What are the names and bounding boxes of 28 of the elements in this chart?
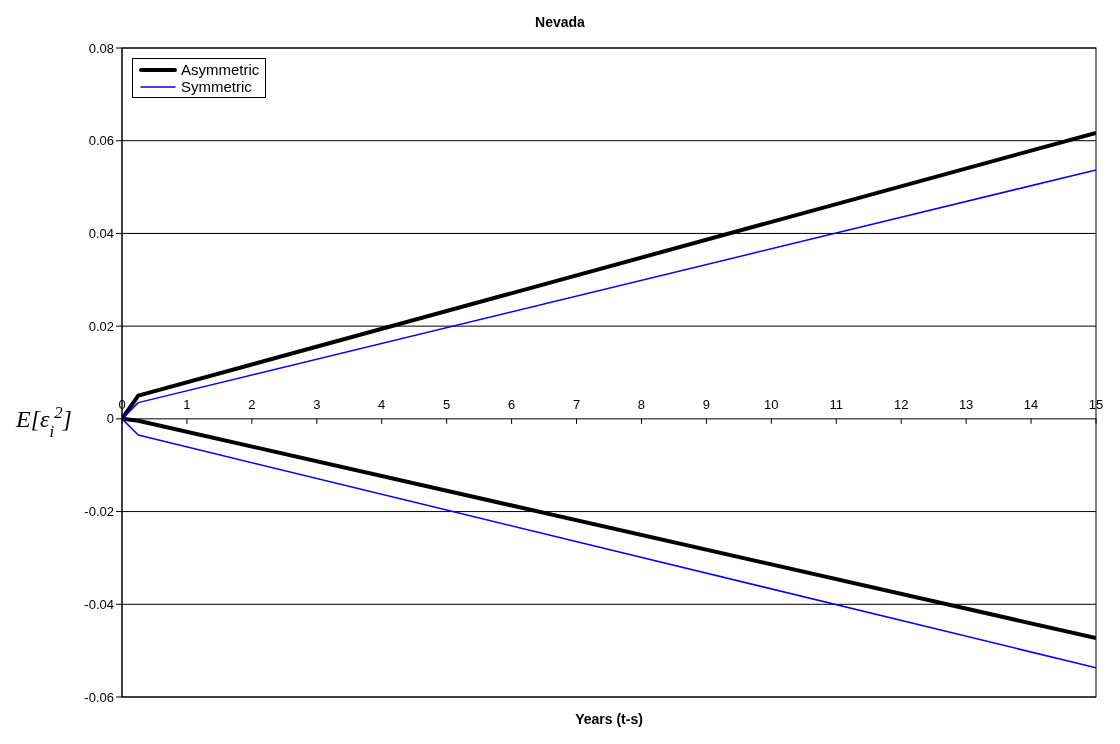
y-tick-label: -0.02 [84, 504, 114, 520]
y-tick-label: 0.06 [88, 133, 114, 149]
legend-label: Symmetric [181, 78, 252, 95]
x-tick-label: 7 [572, 396, 581, 412]
x-tick-label: 8 [637, 396, 646, 412]
x-axis-title: Years (t-s) [575, 711, 643, 727]
x-tick-label: 2 [248, 396, 256, 412]
x-tick-label: 6 [507, 396, 516, 412]
y-tick-label: 0.02 [88, 318, 114, 334]
x-tick-label: 15 [1088, 396, 1104, 412]
y-tick-label: -0.06 [84, 689, 114, 705]
x-tick-label: 1 [183, 396, 191, 412]
x-tick-label: 11 [829, 396, 844, 412]
x-tick-label: 10 [764, 396, 779, 412]
y-tick-label: 0.08 [88, 40, 114, 56]
chart-title: Nevada [534, 14, 586, 30]
y-tick-label: 0 [106, 411, 114, 427]
y-tick-label: -0.04 [84, 596, 114, 612]
x-tick-label: 12 [893, 396, 909, 412]
y-tick-label: 0.04 [88, 226, 114, 242]
x-tick-label: 9 [702, 396, 711, 412]
x-tick-label: 14 [1023, 396, 1039, 412]
legend-label: Asymmetric [181, 61, 260, 78]
y-axis-title: E[ε$_{i}$$^{2}$] [15, 402, 72, 441]
x-tick-label: 13 [958, 396, 974, 412]
x-tick-label: 3 [313, 396, 321, 412]
x-tick-label: 4 [378, 396, 386, 412]
x-tick-label: 5 [443, 396, 451, 412]
